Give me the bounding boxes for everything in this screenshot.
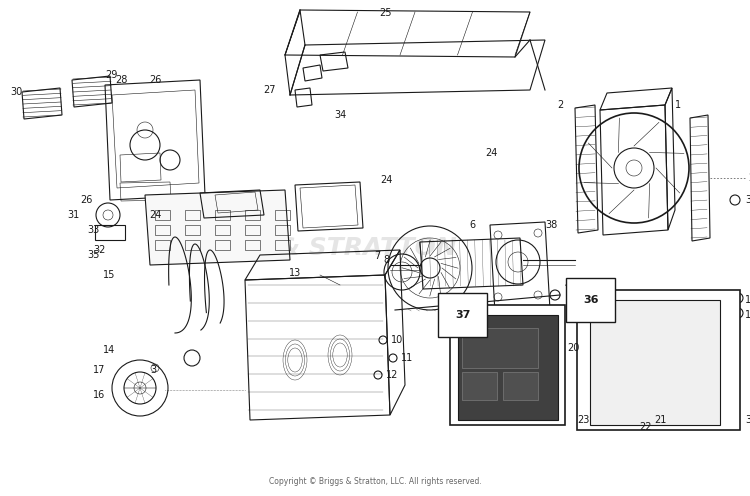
Text: 14: 14 (103, 345, 115, 355)
Polygon shape (145, 190, 290, 265)
Text: 31: 31 (68, 210, 80, 220)
Text: 24: 24 (485, 148, 497, 158)
Text: 17: 17 (93, 365, 105, 375)
Text: 38: 38 (545, 220, 557, 230)
Text: 19: 19 (745, 310, 750, 320)
Text: 15: 15 (103, 270, 115, 280)
Text: 1: 1 (675, 100, 681, 110)
Bar (462, 328, 538, 368)
Bar (577, 290, 740, 430)
Text: 26: 26 (148, 75, 161, 85)
Text: 25: 25 (379, 8, 392, 18)
Text: 16: 16 (93, 390, 105, 400)
Bar (95, 225, 125, 240)
Text: 36: 36 (583, 295, 598, 305)
Text: BRIGGS & STRATTON: BRIGGS & STRATTON (164, 236, 457, 260)
Text: 9: 9 (487, 330, 493, 340)
Text: 3: 3 (745, 415, 750, 425)
Text: 12: 12 (386, 370, 398, 380)
Text: 37: 37 (455, 310, 470, 320)
Text: 28: 28 (115, 75, 128, 85)
Circle shape (602, 337, 658, 393)
Bar (450, 305, 565, 425)
Text: 18: 18 (745, 295, 750, 305)
Text: 21: 21 (654, 415, 666, 425)
Text: 35: 35 (88, 250, 100, 260)
Text: 8: 8 (384, 255, 390, 265)
Text: 23: 23 (578, 415, 590, 425)
Text: 4: 4 (565, 280, 572, 290)
Text: 33: 33 (88, 225, 100, 235)
Bar (503, 372, 538, 400)
Bar (458, 315, 558, 420)
Bar (462, 372, 497, 400)
Text: 10: 10 (391, 335, 404, 345)
Text: 2: 2 (556, 100, 563, 110)
Text: 2: 2 (748, 173, 750, 183)
Text: 30: 30 (10, 87, 22, 97)
Text: 27: 27 (264, 85, 276, 95)
Text: 20: 20 (568, 343, 580, 353)
Text: 7: 7 (374, 251, 380, 261)
Text: Copyright © Briggs & Stratton, LLC. All rights reserved.: Copyright © Briggs & Stratton, LLC. All … (268, 477, 482, 486)
Text: 5: 5 (565, 295, 572, 305)
Text: 6: 6 (469, 220, 475, 230)
Text: 13: 13 (289, 268, 301, 278)
Text: 24: 24 (148, 210, 161, 220)
Text: 22: 22 (639, 422, 651, 432)
Text: 3: 3 (150, 365, 156, 375)
Text: 3: 3 (745, 195, 750, 205)
Text: 29: 29 (105, 70, 117, 80)
Text: 24: 24 (380, 175, 392, 185)
Text: 32: 32 (94, 245, 106, 255)
Text: 34: 34 (334, 110, 346, 120)
Text: 11: 11 (401, 353, 413, 363)
Text: 26: 26 (80, 195, 92, 205)
Bar (590, 300, 720, 425)
